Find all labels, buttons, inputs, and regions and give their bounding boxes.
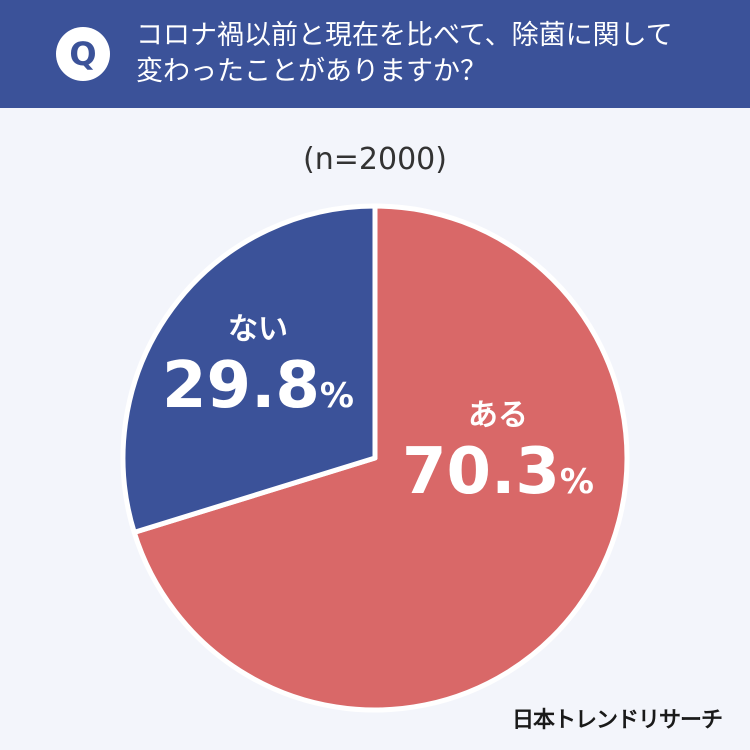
slice-label-nai: ない 29.8% — [148, 310, 368, 432]
question-line-2: 変わったことがありますか？ — [136, 56, 487, 87]
slice-value-aru: 70.3% — [402, 435, 594, 509]
sample-size-label: (n=2000) — [303, 142, 447, 177]
question-header: Q コロナ禍以前と現在を比べて、除菌に関して 変わったことがありますか？ — [0, 0, 750, 108]
slice-label-aru: ある 70.3% — [388, 396, 608, 518]
question-line-1: コロナ禍以前と現在を比べて、除菌に関して — [136, 20, 673, 51]
slice-value-nai: 29.8% — [162, 349, 354, 423]
brand-logo: 日本トレンドリサーチ — [511, 708, 723, 733]
question-text: コロナ禍以前と現在を比べて、除菌に関して 変わったことがありますか？ — [136, 18, 726, 90]
slice-name-nai: ない — [228, 312, 288, 347]
slice-name-aru: ある — [468, 398, 528, 433]
pie-slice-nai — [120, 203, 378, 535]
q-badge: Q — [56, 27, 110, 81]
pie-slice-aru — [131, 203, 630, 713]
